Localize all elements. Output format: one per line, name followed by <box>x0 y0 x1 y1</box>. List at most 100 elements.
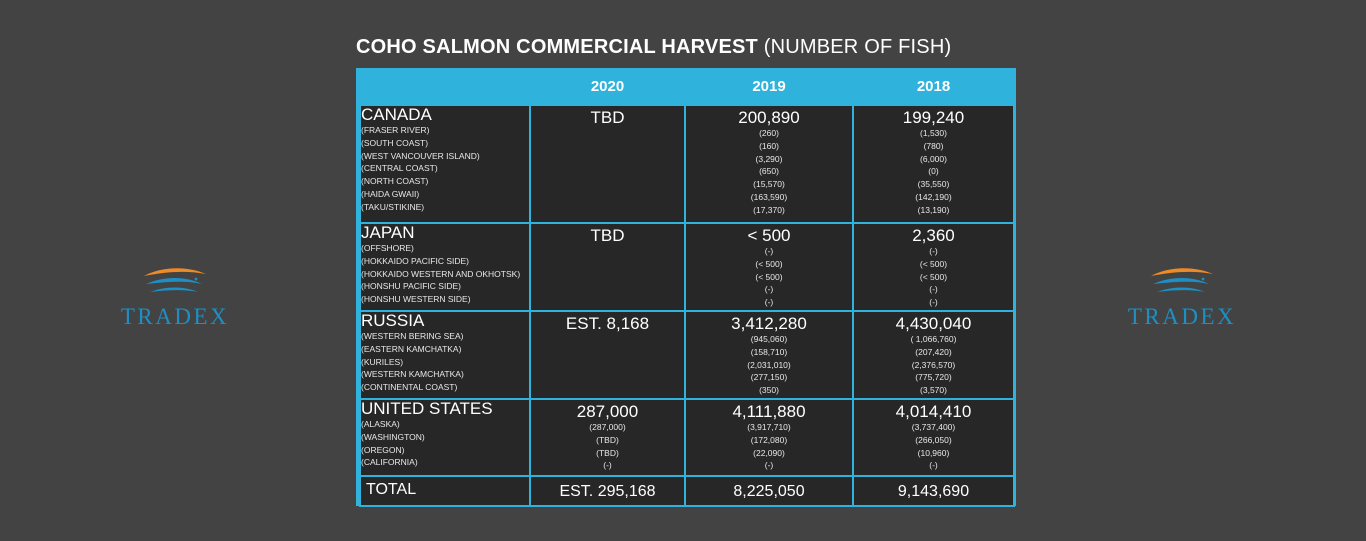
region-label: (KURILES) <box>361 356 404 367</box>
value-total: 2,360 <box>912 226 955 245</box>
value-detail: (1,530) <box>920 128 947 138</box>
value-total: 199,240 <box>902 108 965 127</box>
total-row: TOTAL EST. 295,168 8,225,050 9,143,690 <box>359 475 1015 507</box>
value-detail: (3,737,400) <box>911 422 956 432</box>
value-detail: (3,917,710) <box>747 422 791 432</box>
logo-text-right: TRADEX <box>1127 304 1237 329</box>
value-detail: (0) <box>928 166 939 177</box>
total-value: 9,143,690 <box>897 483 970 500</box>
value-detail: (2,031,010) <box>747 359 791 370</box>
value-detail: (22,090) <box>753 447 785 458</box>
country-name: UNITED STATES <box>361 399 493 418</box>
value-total: < 500 <box>747 226 791 245</box>
value-detail: (163,590) <box>750 191 788 202</box>
value-cell-2019: 4,111,880 (3,917,710) (172,080) (22,090) (-) <box>684 398 854 477</box>
value-total: 200,890 <box>738 108 800 127</box>
value-detail: (158,710) <box>750 346 788 357</box>
value-detail: (< 500) <box>755 271 783 282</box>
value-total: EST. 8,168 <box>565 314 650 333</box>
fish-icon <box>144 268 206 292</box>
country-cell: UNITED STATES (ALASKA) (WASHINGTON) (OREGON… <box>359 398 531 477</box>
region-label: (NORTH COAST) <box>361 176 429 187</box>
value-detail: (260) <box>759 128 779 138</box>
chart-title: COHO SALMON COMMERCIAL HARVEST (NUMBER O… <box>356 36 951 59</box>
value-detail: (-) <box>929 297 938 308</box>
header-cell-label <box>360 68 530 105</box>
total-value: EST. 295,168 <box>559 483 656 500</box>
value-detail: (-) <box>764 460 774 471</box>
title-strong: COHO SALMON COMMERCIAL HARVEST <box>356 36 758 58</box>
value-detail: (< 500) <box>755 258 783 269</box>
value-detail: (6,000) <box>920 153 947 164</box>
value-detail: (266,050) <box>915 434 952 445</box>
table-row: RUSSIA (WESTERN BERING SEA) (EASTERN KAMCH… <box>359 310 1015 400</box>
value-detail: (142,190) <box>915 191 952 202</box>
value-detail: (10,960) <box>917 447 950 458</box>
value-total: TBD <box>590 226 625 245</box>
value-detail: (-) <box>764 297 774 308</box>
value-detail: (-) <box>603 460 612 471</box>
fish-icon <box>1151 268 1213 292</box>
total-cell-2019: 8,225,050 <box>684 475 854 507</box>
region-label: (OREGON) <box>361 444 405 455</box>
region-label: (WESTERN BERING SEA) <box>361 331 464 341</box>
country-name: CANADA <box>361 105 432 124</box>
value-detail: (172,080) <box>750 434 788 445</box>
region-label: (EASTERN KAMCHATKA) <box>361 343 462 354</box>
value-detail: (17,370) <box>753 204 785 215</box>
value-cell-2020: TBD <box>529 222 686 312</box>
value-detail: (650) <box>759 166 779 177</box>
value-detail: (-) <box>929 284 938 295</box>
value-cell-2020: EST. 8,168 <box>529 310 686 400</box>
region-label: (WASHINGTON) <box>361 431 425 442</box>
region-label: (WEST VANCOUVER ISLAND) <box>361 150 480 161</box>
region-label: (OFFSHORE) <box>361 243 414 253</box>
value-detail: ( 1,066,760) <box>910 334 957 344</box>
value-cell-2020: TBD <box>529 104 686 224</box>
table-row: UNITED STATES (ALASKA) (WASHINGTON) (OREGON… <box>359 398 1015 477</box>
value-cell-2018: 4,430,040( 1,066,760) (207,420) (2,376,570… <box>852 310 1015 400</box>
value-detail: (35,550) <box>917 179 950 190</box>
value-detail: (277,150) <box>750 372 788 383</box>
value-detail: (-) <box>929 460 938 471</box>
value-total: 4,111,880 <box>732 402 806 421</box>
value-detail: (287,000) <box>589 422 626 432</box>
country-cell: CANADA (FRASER RIVER) (SOUTH COAST) (WEST V… <box>359 104 531 224</box>
header-row: 2020 2019 2018 <box>360 68 1014 105</box>
country-name: RUSSIA <box>361 311 425 330</box>
region-label: (SOUTH COAST) <box>361 137 429 148</box>
value-detail: (3,290) <box>755 153 783 164</box>
region-label: (HAIDA GWAII) <box>361 188 420 199</box>
value-detail: (15,570) <box>753 179 785 190</box>
value-cell-2018: 4,014,410 (3,737,400) (266,050) (10,960) (-) <box>852 398 1015 477</box>
table-row: JAPAN (OFFSHORE) (HOKKAIDO PACIFIC SIDE) (H… <box>359 222 1015 312</box>
value-detail: (< 500) <box>919 258 948 269</box>
harvest-table: 2020 2019 2018 CANADA (FRASER RIVER) (SOUT… <box>359 68 1015 507</box>
region-label: (ALASKA) <box>361 419 400 429</box>
value-detail: (2,376,570) <box>911 359 956 370</box>
value-total: 3,412,280 <box>731 314 807 333</box>
value-total: TBD <box>590 108 625 127</box>
value-total: 4,014,410 <box>895 402 972 421</box>
value-detail: (945,060) <box>750 334 788 344</box>
total-cell-2020: EST. 295,168 <box>529 475 686 507</box>
value-detail: (207,420) <box>915 346 952 357</box>
value-detail: (TBD) <box>596 434 619 445</box>
total-cell-2018: 9,143,690 <box>852 475 1015 507</box>
value-detail: (TBD) <box>596 447 619 458</box>
country-cell: JAPAN (OFFSHORE) (HOKKAIDO PACIFIC SIDE) (H… <box>359 222 531 312</box>
value-cell-2019: 200,890 (260) (160) (3,290) (650) (15,570) (16… <box>684 104 854 224</box>
region-label: (TAKU/STIKINE) <box>361 201 425 212</box>
region-label: (HOKKAIDO PACIFIC SIDE) <box>361 255 469 266</box>
logo-text-left: TRADEX <box>120 304 230 329</box>
value-detail: (775,720) <box>915 372 952 383</box>
value-cell-2019: < 500 (-) (< 500) (< 500) (-) (-) <box>684 222 854 312</box>
value-detail: (-) <box>929 246 938 256</box>
table-row: CANADA (FRASER RIVER) (SOUTH COAST) (WEST V… <box>359 104 1015 224</box>
region-label: (CONTINENTAL COAST) <box>361 382 458 393</box>
region-label: (CENTRAL COAST) <box>361 163 438 174</box>
region-label: (CALIFORNIA) <box>361 457 418 468</box>
total-label-cell: TOTAL <box>359 475 531 507</box>
region-label: (HONSHU WESTERN SIDE) <box>361 294 471 305</box>
value-cell-2018: 199,240 (1,530) (780) (6,000) (0) (35,550) (14… <box>852 104 1015 224</box>
